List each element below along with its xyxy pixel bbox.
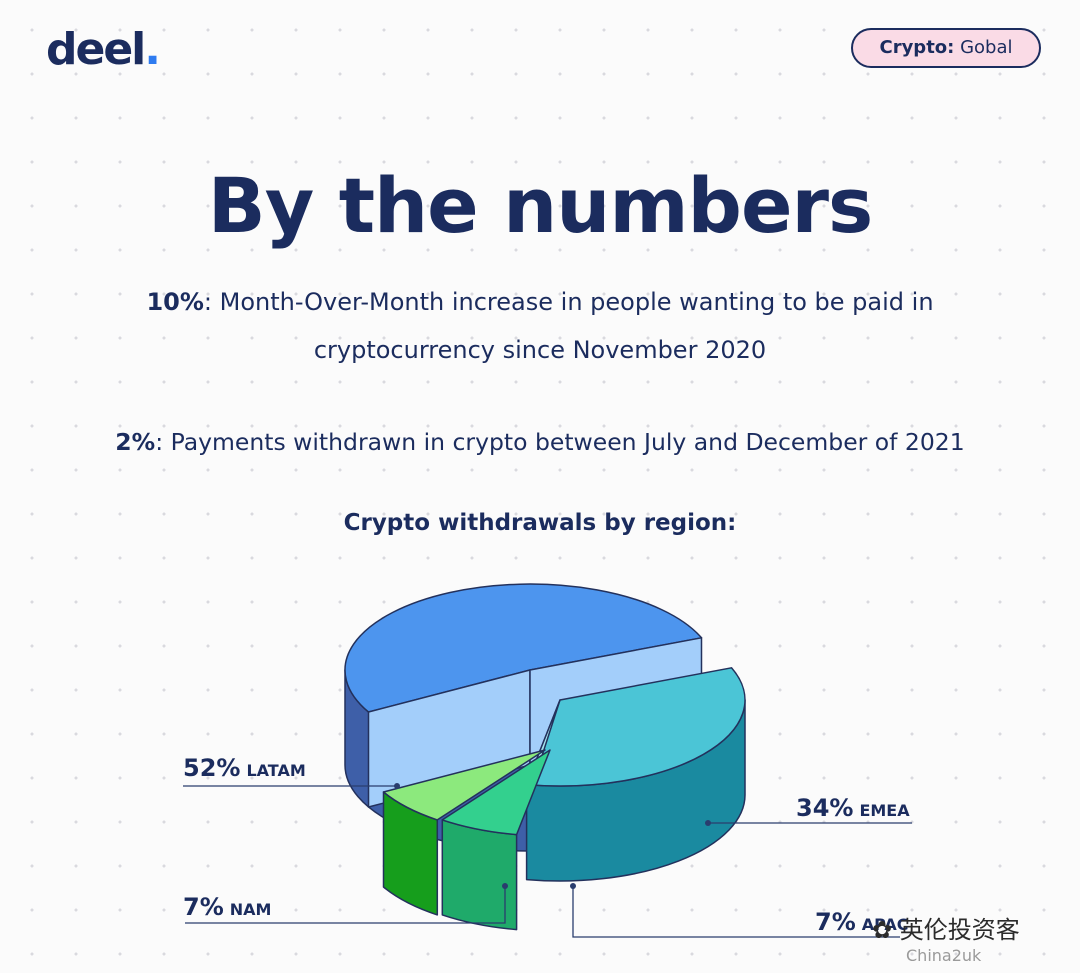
leader-dot-emea [705, 820, 711, 826]
region-tag: Crypto: Gobal [851, 28, 1041, 68]
leader-dot-latam [394, 783, 400, 789]
pie-slice-latam [344, 583, 703, 713]
page-heading: By the numbers [207, 161, 873, 250]
label-nam: 7% NAM [183, 893, 271, 921]
pie-slice-apac [441, 749, 551, 836]
label-emea: 34% EMEA [796, 794, 910, 822]
leader-dot-apac [570, 883, 576, 889]
watermark-icon: ✿ [872, 916, 893, 944]
stat-month-over-month: 10%: Month-Over-Month increase in people… [0, 278, 1080, 374]
tag-value: Gobal [954, 37, 1013, 58]
chart-title: Crypto withdrawals by region: [343, 510, 737, 536]
stat-withdrawn: 2%: Payments withdrawn in crypto between… [0, 418, 1080, 466]
pie-slice-emea [525, 667, 746, 787]
leader-dots [394, 783, 711, 889]
pie-slice-nam [382, 749, 546, 821]
stat-value: 10% [146, 288, 204, 316]
tag-key: Crypto: [879, 37, 955, 58]
leader-nam [185, 886, 506, 924]
stat-text: : Payments withdrawn in crypto between J… [155, 428, 965, 456]
stat-text: : Month-Over-Month increase in people wa… [203, 288, 934, 364]
leader-dot-nam [502, 883, 508, 889]
label-apac: 7% APAC [815, 908, 909, 936]
watermark: ✿ 英伦投资客 [872, 916, 1020, 944]
leader-lines [183, 785, 912, 938]
watermark-sub: China2uk [906, 946, 982, 965]
deel-logo: deel. [46, 24, 161, 75]
label-latam: 52% LATAM [183, 754, 306, 782]
leader-apac [572, 886, 900, 938]
stat-value: 2% [115, 428, 156, 456]
